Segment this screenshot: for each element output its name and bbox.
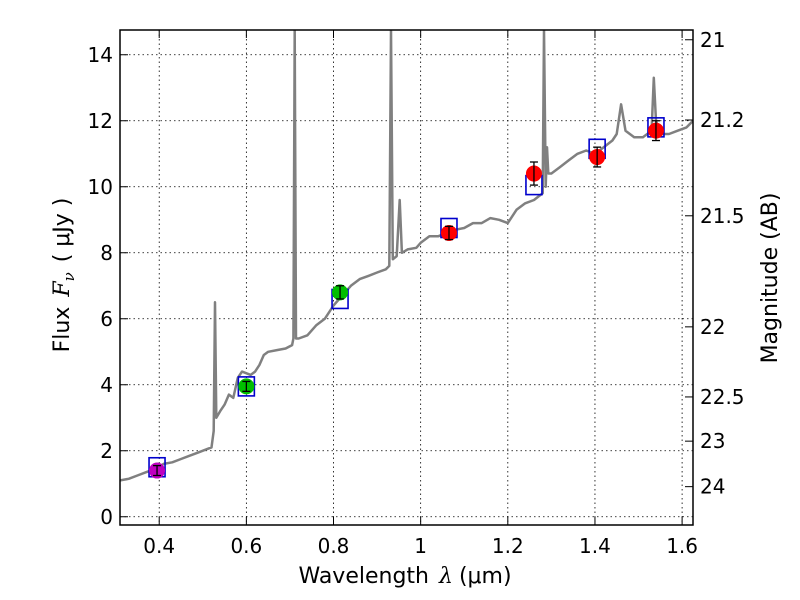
y2-tick-label: 21.5 [700,204,745,228]
y2-axis: 21 21.2 21.5 22 22.5 23 24 [685,28,745,499]
y-axis: 0 2 4 6 8 10 12 14 [88,43,128,529]
spectrum-line [120,30,693,482]
y-tick-label: 6 [100,307,113,331]
y-tick-label: 4 [100,373,113,397]
y2-tick-label: 23 [700,429,725,453]
y-tick-label: 12 [88,109,113,133]
x-tick-label: 1.4 [579,534,611,558]
y-tick-label: 10 [88,175,113,199]
x-axis-label: Wavelength λ (μm) [298,564,511,589]
x-tick-label: 1.6 [666,534,698,558]
model-photometry-series [148,117,665,478]
y2-tick-label: 22 [700,315,725,339]
plot-frame [119,29,694,526]
x-axis: 0.4 0.6 0.8 1 1.2 1.4 1.6 [143,30,698,558]
y-tick-label: 0 [100,505,113,529]
observed-photometry-series [149,120,664,479]
y-tick-label: 2 [100,439,113,463]
y2-axis-label: Magnitude (AB) [758,193,783,364]
x-tick-label: 0.8 [318,534,350,558]
x-tick-label: 1.2 [492,534,524,558]
y-axis-label: FluxFν( μJy ) [50,198,78,353]
y2-tick-label: 21 [700,28,725,52]
x-tick-label: 1 [414,534,427,558]
y-tick-label: 14 [88,43,113,67]
y2-tick-label: 24 [700,475,725,499]
y2-tick-label: 22.5 [700,385,745,409]
x-tick-label: 0.6 [230,534,262,558]
x-tick-label: 0.4 [143,534,175,558]
y2-tick-label: 21.2 [700,108,745,132]
y-tick-label: 8 [100,241,113,265]
